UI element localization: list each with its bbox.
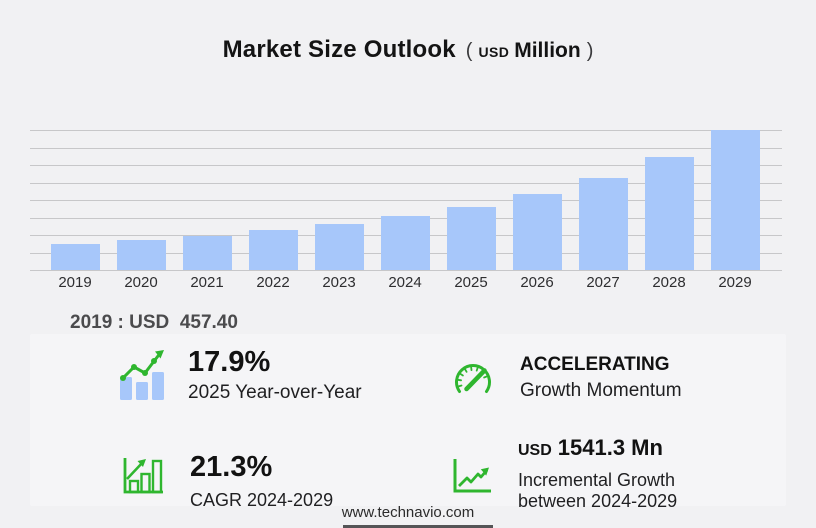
bar-column: [636, 130, 702, 270]
incremental-label-line1: Incremental Growth: [518, 470, 676, 490]
x-label-2023: 2023: [322, 274, 356, 291]
bar-column: [108, 130, 174, 270]
chart-title-text: Market Size Outlook: [222, 36, 456, 63]
bar-2023: [314, 224, 364, 270]
bar-column: [570, 130, 636, 270]
chart-title: Market Size Outlook ( USD Million ): [0, 36, 816, 64]
stat-cagr: 21.3% CAGR 2024-2029: [123, 452, 333, 510]
bar-2029: [710, 130, 760, 270]
incremental-label-line2: between 2024-2029: [518, 491, 678, 511]
cropped-bottom-element: [343, 525, 493, 528]
bar-column: [306, 130, 372, 270]
bar-column: [372, 130, 438, 270]
incremental-currency: USD: [518, 442, 552, 459]
line-chart-icon: [453, 459, 491, 493]
bar-column: [702, 130, 768, 270]
title-currency: USD: [478, 44, 510, 60]
stat-yoy: 17.9% 2025 Year-over-Year: [118, 347, 362, 404]
x-label-2022: 2022: [256, 274, 290, 291]
stat-momentum: ACCELERATING Growth Momentum: [450, 352, 682, 404]
momentum-label: Growth Momentum: [520, 380, 682, 401]
x-label-2024: 2024: [388, 274, 422, 291]
bar-2021: [182, 236, 232, 270]
x-label-2025: 2025: [454, 274, 488, 291]
stat-incremental: USD 1541.3 Mn Incremental Growth between…: [452, 436, 677, 512]
x-label-2027: 2027: [586, 274, 620, 291]
title-paren-open: (: [465, 40, 473, 62]
x-label-2028: 2028: [652, 274, 686, 291]
bar-2025: [446, 207, 496, 270]
website-text: www.technavio.com: [341, 504, 475, 521]
bar-column: [174, 130, 240, 270]
momentum-value: ACCELERATING: [520, 354, 670, 375]
yoy-value: 17.9%: [188, 346, 271, 378]
bar-2019: [50, 244, 100, 270]
gridline: [30, 165, 782, 166]
title-unit: Million: [514, 39, 581, 62]
bar-2020: [116, 240, 166, 270]
incremental-value-line: USD 1541.3 Mn: [518, 436, 677, 463]
trend-bars-icon: [120, 350, 164, 400]
bar-column: [240, 130, 306, 270]
x-label-2021: 2021: [190, 274, 224, 291]
bar-2024: [380, 216, 430, 270]
x-label-2029: 2029: [718, 274, 752, 291]
cagr-value: 21.3%: [190, 451, 273, 483]
gridline: [30, 183, 782, 184]
stats-panel: 17.9% 2025 Year-over-Year: [30, 334, 786, 511]
gridline: [30, 270, 782, 271]
yoy-label: 2025 Year-over-Year: [188, 382, 362, 403]
speedometer-icon: [455, 364, 491, 393]
bar-chart: [30, 130, 782, 271]
bar-column: [42, 130, 108, 270]
title-paren-close: ): [586, 40, 594, 62]
bar-column: [438, 130, 504, 270]
gridline: [30, 130, 782, 131]
bars: [42, 130, 768, 270]
growth-bars-icon: [123, 458, 163, 494]
x-label-2020: 2020: [124, 274, 158, 291]
base-year-value: 2019 : USD 457.40: [70, 312, 238, 333]
bar-2022: [248, 230, 298, 270]
gridline: [30, 148, 782, 149]
incremental-value: 1541.3 Mn: [557, 435, 663, 460]
bar-column: [504, 130, 570, 270]
bar-2027: [578, 178, 628, 270]
bar-2026: [512, 194, 562, 270]
x-axis-labels: 2019 2020 2021 2022 2023 2024 2025 2026 2027 2028…: [42, 274, 768, 291]
gridline: [30, 200, 782, 201]
x-label-2026: 2026: [520, 274, 554, 291]
bar-2028: [644, 157, 694, 270]
cagr-label: CAGR 2024-2029: [190, 490, 334, 510]
x-label-2019: 2019: [58, 274, 92, 291]
